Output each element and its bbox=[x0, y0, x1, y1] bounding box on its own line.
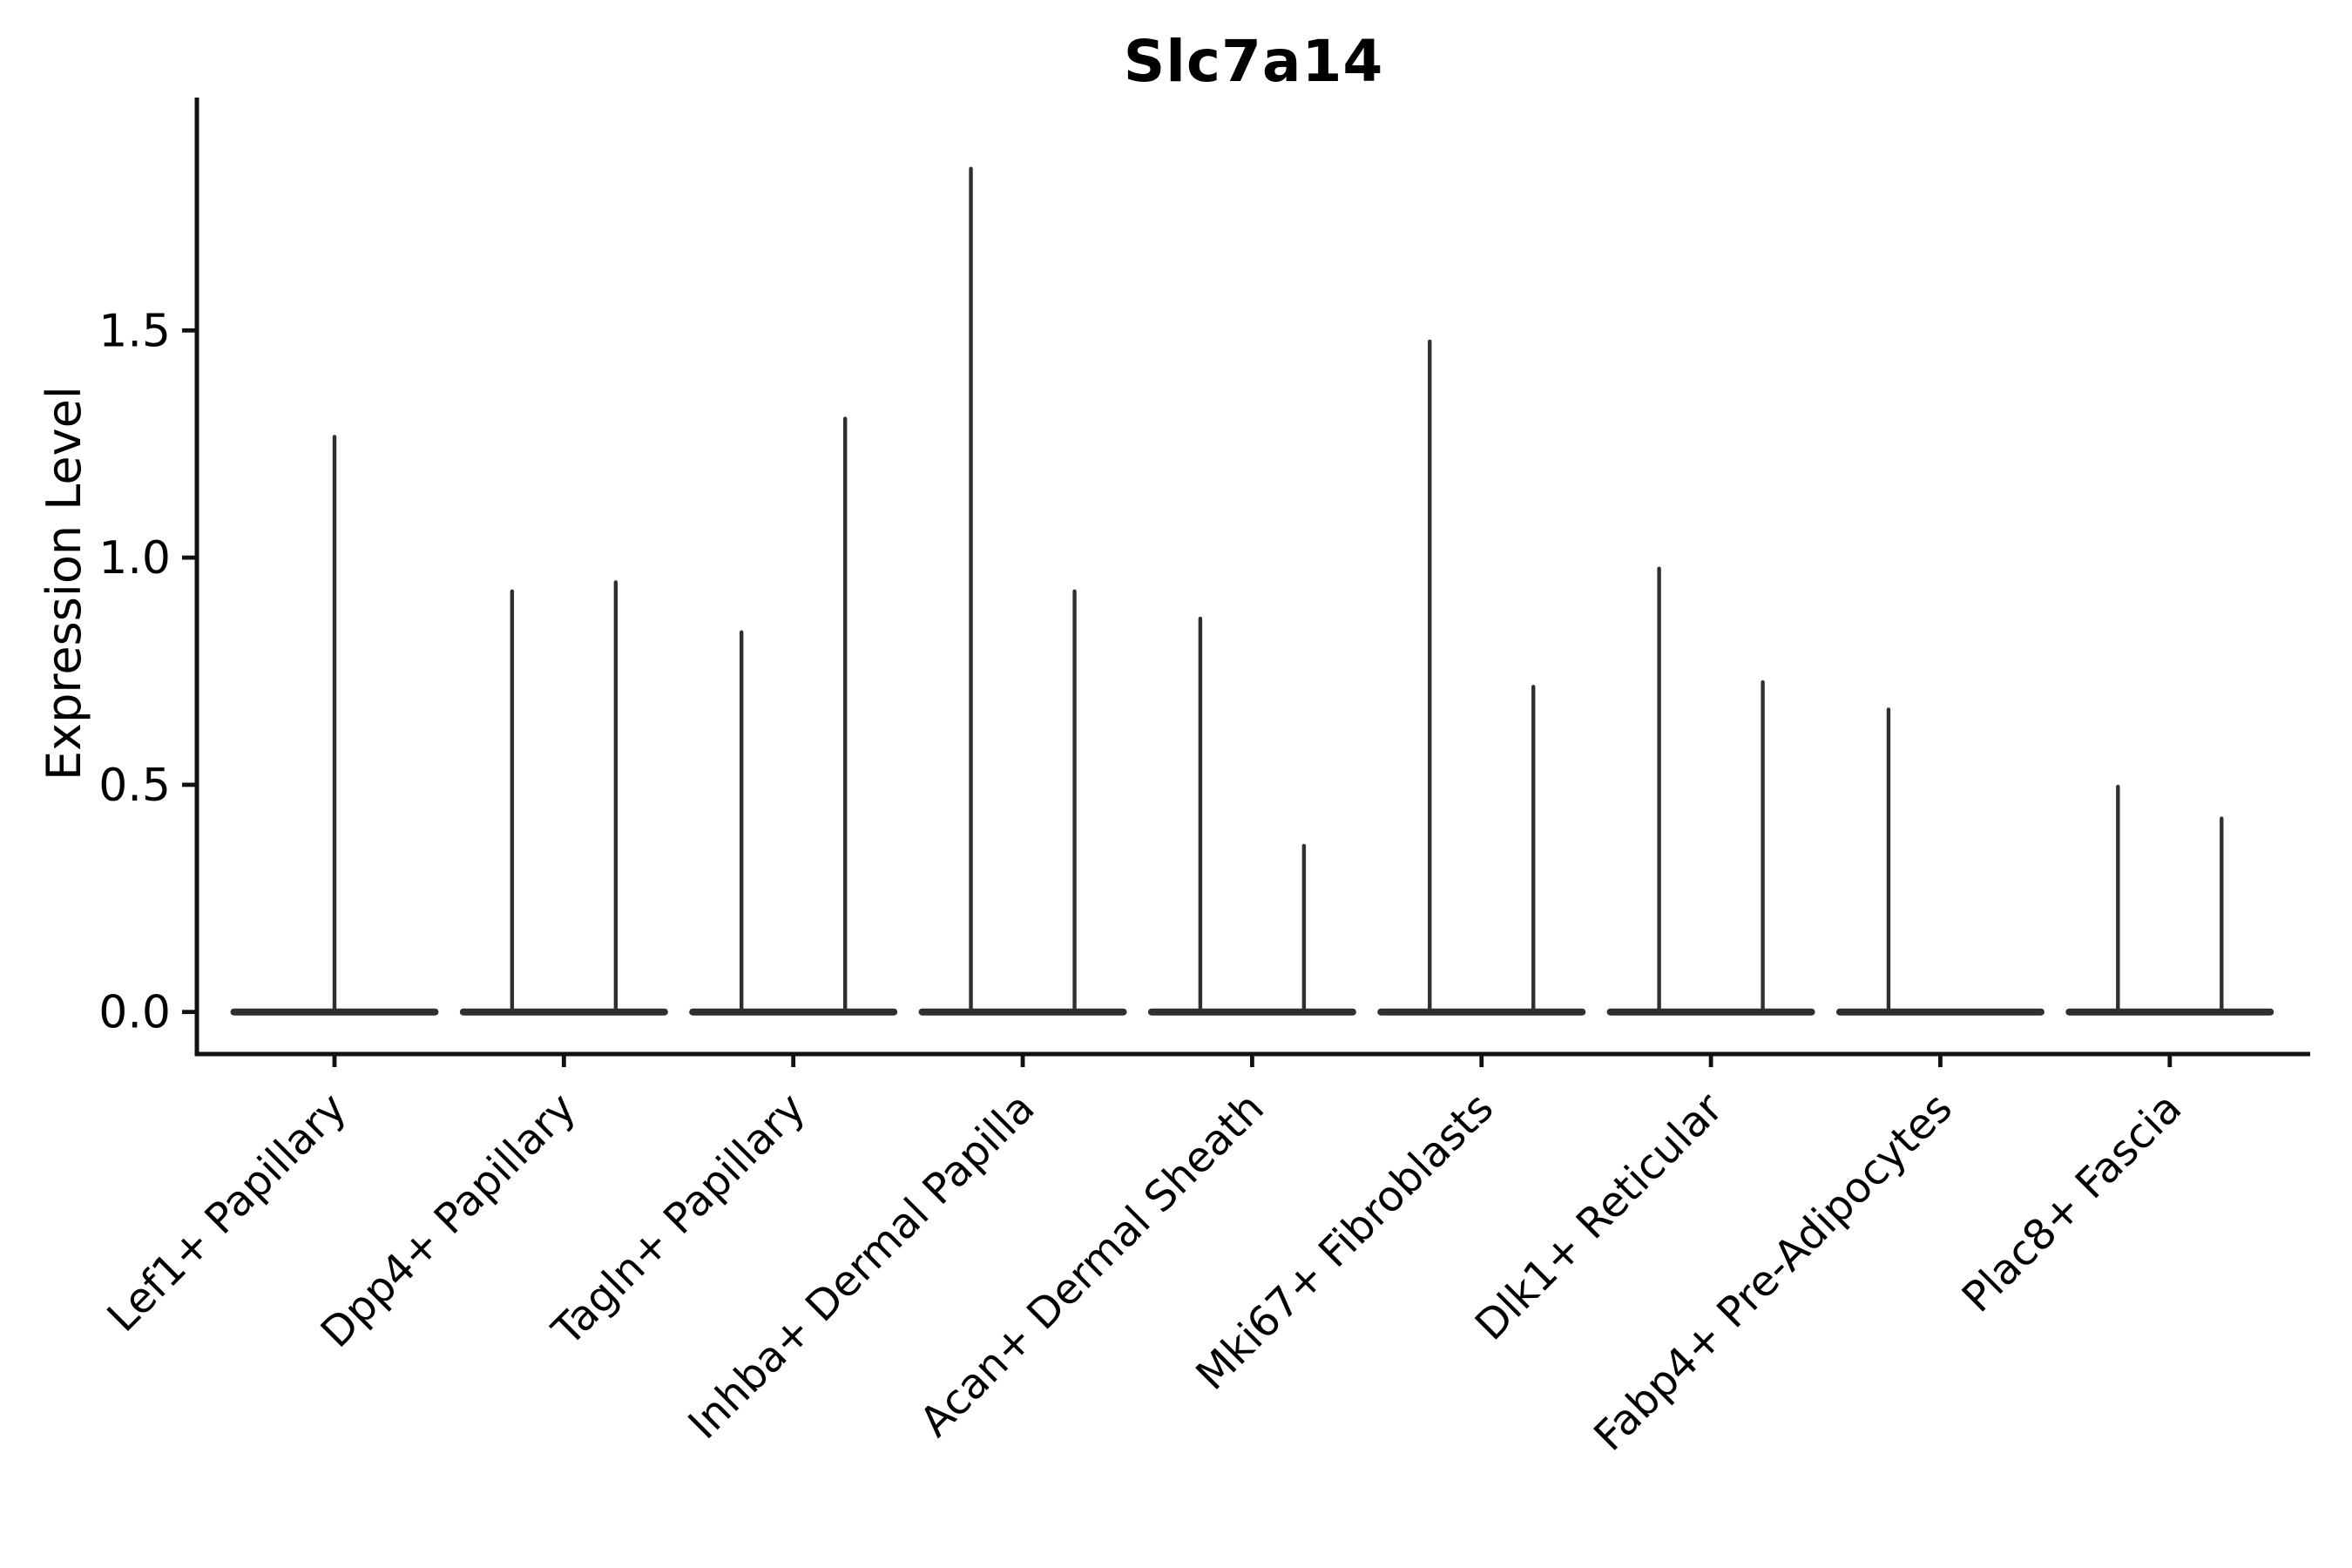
violin-5 bbox=[1147, 616, 1356, 1016]
violin-spike bbox=[1301, 843, 1307, 1015]
violin-spike bbox=[510, 589, 515, 1015]
violin-1 bbox=[230, 435, 439, 1016]
violin-spike bbox=[1531, 685, 1536, 1015]
x-tick-label: Lef1+ Papillary bbox=[98, 1084, 356, 1342]
x-tick-label: Dlk1+ Reticular bbox=[1466, 1084, 1733, 1350]
y-tick-label: 0.0 bbox=[98, 987, 171, 1039]
x-tick-mark bbox=[1938, 1054, 1943, 1067]
violin-spike bbox=[1072, 589, 1077, 1015]
violin-6 bbox=[1377, 339, 1586, 1016]
violin-8 bbox=[1835, 707, 2044, 1016]
y-axis-spine bbox=[194, 98, 199, 1054]
violin-spike bbox=[1886, 707, 1891, 1015]
x-tick-mark bbox=[1708, 1054, 1713, 1067]
x-tick-mark bbox=[1020, 1054, 1025, 1067]
violin-base bbox=[689, 1008, 898, 1016]
violin-base bbox=[1147, 1008, 1356, 1016]
violin-spike bbox=[1428, 339, 1432, 1015]
violin-spike bbox=[969, 166, 973, 1015]
violin-spike bbox=[613, 580, 618, 1015]
y-tick-mark bbox=[182, 328, 195, 333]
chart-title: Slc7a14 bbox=[1123, 28, 1384, 95]
y-tick-label: 1.5 bbox=[98, 305, 171, 357]
violin-base bbox=[1835, 1008, 2044, 1016]
violin-spike bbox=[843, 416, 848, 1015]
y-axis: 0.0 0.5 1.0 1.5 bbox=[98, 305, 195, 1039]
violin-spike bbox=[740, 630, 744, 1015]
violin-spike bbox=[2116, 784, 2120, 1015]
x-tick-mark bbox=[1479, 1054, 1484, 1067]
x-tick-mark bbox=[1250, 1054, 1254, 1067]
x-tick-label: Dpp4+ Papillary bbox=[312, 1084, 585, 1357]
x-tick-mark bbox=[332, 1054, 337, 1067]
violin-4 bbox=[918, 166, 1127, 1016]
violin-spike bbox=[2220, 816, 2224, 1015]
violin-spike bbox=[1657, 566, 1661, 1015]
x-tick-label: Plac8+ Fascia bbox=[1953, 1084, 2192, 1322]
violin-base bbox=[1606, 1008, 1815, 1016]
y-axis-title: Expression Level bbox=[37, 386, 91, 781]
x-tick-mark bbox=[561, 1054, 566, 1067]
violin-base bbox=[1377, 1008, 1586, 1016]
violin-spike bbox=[1198, 616, 1203, 1015]
violin-9 bbox=[2065, 784, 2274, 1016]
x-tick-mark bbox=[791, 1054, 796, 1067]
violin-spike bbox=[332, 435, 337, 1015]
violin-base bbox=[918, 1008, 1127, 1016]
violin-base bbox=[2065, 1008, 2274, 1016]
y-tick-mark bbox=[182, 782, 195, 787]
violin-spike bbox=[1761, 679, 1765, 1015]
y-tick-label: 1.0 bbox=[98, 532, 171, 585]
violin-2 bbox=[459, 580, 668, 1016]
violin-7 bbox=[1606, 566, 1815, 1016]
x-tick-mark bbox=[2167, 1054, 2173, 1067]
y-tick-mark bbox=[182, 1010, 195, 1015]
y-tick-label: 0.5 bbox=[98, 760, 171, 812]
y-tick-mark bbox=[182, 555, 195, 560]
violin-base bbox=[459, 1008, 668, 1016]
violin-3 bbox=[689, 416, 898, 1016]
x-tick-label: Tagln+ Papillary bbox=[543, 1084, 814, 1355]
